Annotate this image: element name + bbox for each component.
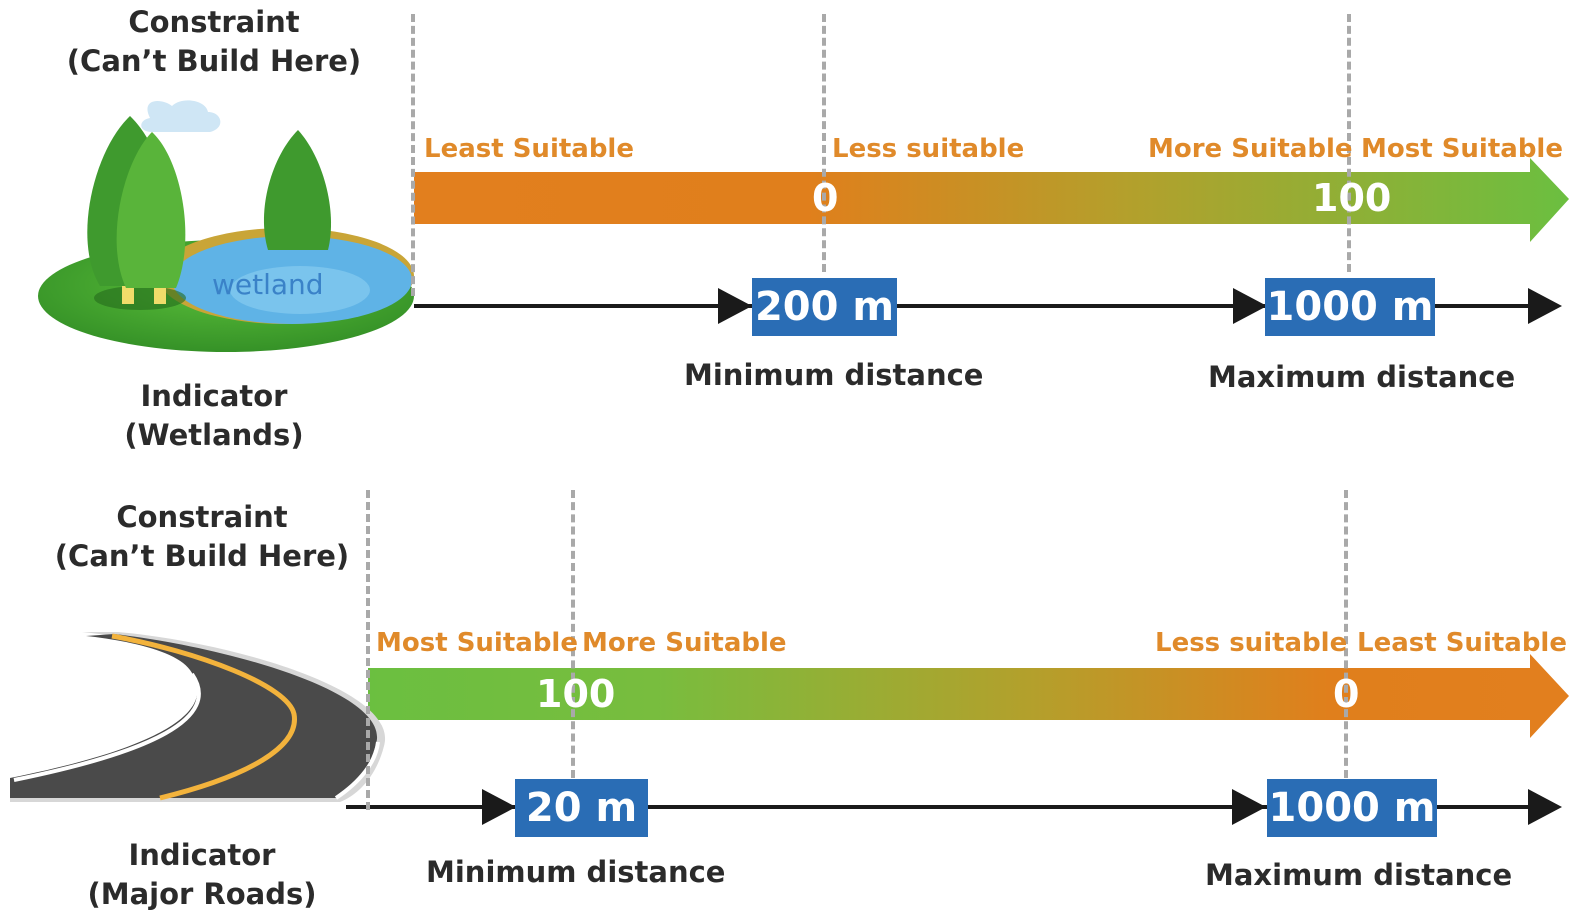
constraint-boundary-line — [366, 490, 370, 810]
suitability-gradient-arrow — [414, 158, 1569, 242]
maximum-distance-guide — [1347, 14, 1351, 272]
maximum-distance-caption: Maximum distance — [1208, 360, 1516, 394]
score-at-maximum: 0 — [1333, 672, 1360, 716]
scale-label-more-suitable: More Suitable — [582, 628, 787, 658]
wetland-distance-panel: Constraint (Can’t Build Here) wetland Ind… — [0, 0, 1569, 456]
minimum-distance-box: 20 m — [515, 779, 648, 837]
score-at-maximum: 100 — [1312, 176, 1392, 220]
indicator-label: Indicator (Major Roads) — [87, 838, 317, 911]
scale-label-more-suitable: More Suitable — [1148, 134, 1353, 164]
wetland-illustration — [38, 100, 414, 352]
score-at-minimum: 0 — [812, 176, 839, 220]
scale-label-most-suitable: Most Suitable — [1361, 134, 1563, 164]
maximum-distance-box: 1000 m — [1267, 779, 1437, 837]
wetland-diagram-graphics — [38, 100, 1569, 352]
constraint-boundary-line — [411, 14, 415, 296]
indicator-label: Indicator (Wetlands) — [124, 379, 304, 452]
maximum-distance-guide — [1344, 490, 1348, 778]
maximum-distance-caption: Maximum distance — [1205, 858, 1513, 892]
suitability-gradient-arrow — [368, 654, 1569, 738]
minimum-distance-guide — [822, 14, 826, 272]
road-illustration — [10, 632, 386, 802]
score-at-minimum: 100 — [536, 672, 616, 716]
minimum-distance-caption: Minimum distance — [684, 358, 984, 392]
constraint-label: Constraint (Can’t Build Here) — [54, 500, 350, 573]
scale-label-least-suitable: Least Suitable — [1357, 628, 1567, 658]
scale-label-less-suitable: Less suitable — [832, 134, 1025, 164]
minimum-distance-box: 200 m — [752, 278, 897, 336]
road-distance-panel: Constraint (Can’t Build Here) Indicator (M… — [0, 456, 1569, 912]
constraint-label: Constraint (Can’t Build Here) — [66, 5, 362, 78]
scale-label-least-suitable: Least Suitable — [424, 134, 634, 164]
maximum-distance-box: 1000 m — [1265, 278, 1435, 336]
scale-label-less-suitable: Less suitable — [1155, 628, 1348, 658]
minimum-distance-caption: Minimum distance — [426, 855, 726, 889]
scale-label-most-suitable: Most Suitable — [376, 628, 578, 658]
wetland-icon-label: wetland — [212, 268, 324, 301]
minimum-distance-guide — [571, 490, 575, 778]
